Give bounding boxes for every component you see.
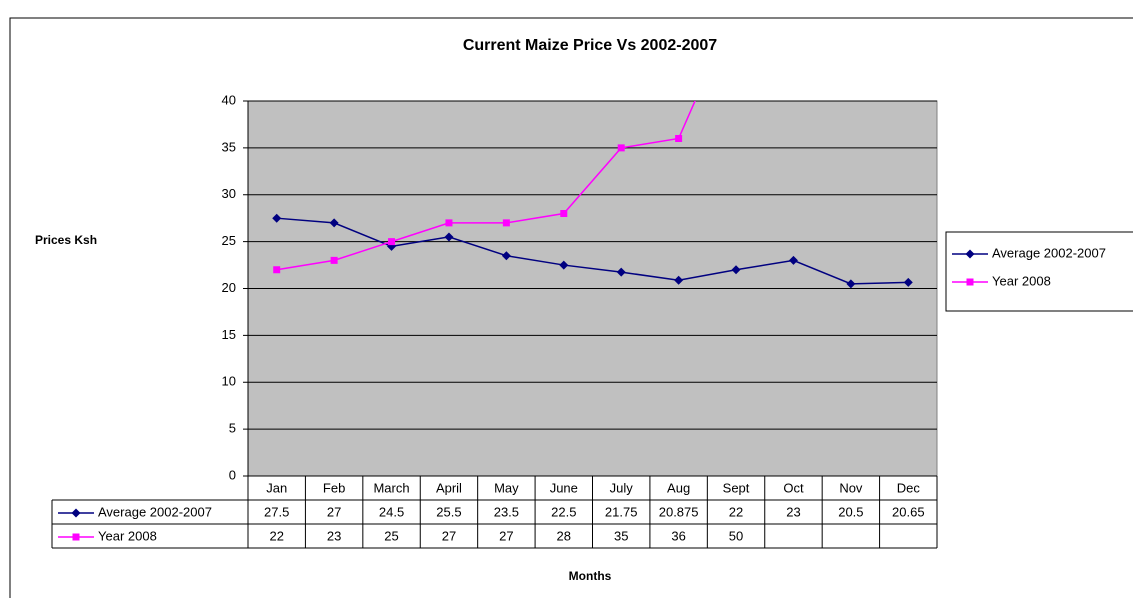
x-tick-label: Jan xyxy=(266,480,287,495)
table-cell: 21.75 xyxy=(605,504,638,519)
marker xyxy=(616,267,626,277)
series-line xyxy=(276,217,909,285)
y-axis-label: Prices Ksh xyxy=(35,233,97,247)
table-cell: 23 xyxy=(786,504,800,519)
table-cell: 23.5 xyxy=(494,504,519,519)
legend-label: Year 2008 xyxy=(992,273,1051,288)
marker xyxy=(445,219,453,227)
legend-box xyxy=(945,231,1133,312)
table-cell: 23 xyxy=(327,528,341,543)
table-cell: 20.875 xyxy=(659,504,699,519)
table-cell: 27 xyxy=(442,528,456,543)
legend-label: Average 2002-2007 xyxy=(98,504,212,519)
table-cell: 35 xyxy=(614,528,628,543)
table-cell: 22 xyxy=(729,504,743,519)
marker xyxy=(273,266,281,274)
table-cell: 22 xyxy=(269,528,283,543)
marker xyxy=(388,238,396,246)
marker xyxy=(444,232,454,242)
legend-label: Year 2008 xyxy=(98,528,157,543)
marker xyxy=(329,218,339,228)
y-tick-label: 25 xyxy=(222,233,236,248)
marker xyxy=(617,144,625,152)
table-cell: 25.5 xyxy=(436,504,461,519)
y-tick-label: 15 xyxy=(222,327,236,342)
table-cell: 27 xyxy=(327,504,341,519)
marker xyxy=(903,277,913,287)
marker xyxy=(501,251,511,261)
marker xyxy=(731,265,741,275)
plot-series xyxy=(272,4,913,289)
x-tick-label: Sept xyxy=(723,480,750,495)
x-tick-label: Oct xyxy=(783,480,804,495)
table-cell: 22.5 xyxy=(551,504,576,519)
marker xyxy=(966,278,974,286)
x-tick-label: Feb xyxy=(323,480,345,495)
x-tick-label: March xyxy=(373,480,409,495)
marker xyxy=(559,260,569,270)
y-tick-label: 20 xyxy=(222,280,236,295)
table-cell: 27.5 xyxy=(264,504,289,519)
table-cell: 25 xyxy=(384,528,398,543)
x-tick-label: Nov xyxy=(839,480,863,495)
chart-title: Current Maize Price Vs 2002-2007 xyxy=(463,37,717,54)
x-tick-label: April xyxy=(436,480,462,495)
table-cell: 50 xyxy=(729,528,743,543)
table-cell: 24.5 xyxy=(379,504,404,519)
y-tick-label: 40 xyxy=(222,92,236,107)
x-tick-label: Dec xyxy=(897,480,921,495)
x-tick-label: July xyxy=(610,480,634,495)
x-axis-label: Months xyxy=(569,569,612,583)
marker xyxy=(965,249,975,259)
marker xyxy=(788,255,798,265)
marker xyxy=(733,4,740,11)
legend-label: Average 2002-2007 xyxy=(992,245,1106,260)
y-tick-label: 0 xyxy=(229,467,236,482)
y-tick-label: 30 xyxy=(222,186,236,201)
table-cell: 28 xyxy=(557,528,571,543)
marker xyxy=(330,256,338,264)
table-cell: 20.5 xyxy=(838,504,863,519)
marker xyxy=(846,279,856,289)
marker xyxy=(72,533,80,541)
marker xyxy=(560,210,568,217)
y-tick-label: 5 xyxy=(229,421,236,436)
marker xyxy=(502,219,510,227)
legend: Average 2002-2007 Year 2008 xyxy=(945,231,1133,312)
table-cell: 36 xyxy=(671,528,685,543)
marker xyxy=(71,508,81,518)
y-tick-label: 10 xyxy=(222,374,236,389)
marker xyxy=(675,135,683,142)
x-tick-label: May xyxy=(494,480,519,495)
table-cell: 27 xyxy=(499,528,513,543)
y-tick-label: 35 xyxy=(222,139,236,154)
table-cell: 20.65 xyxy=(892,504,925,519)
marker xyxy=(674,275,684,285)
x-tick-label: Aug xyxy=(667,480,690,495)
marker xyxy=(272,213,282,223)
x-tick-label: June xyxy=(550,480,578,495)
